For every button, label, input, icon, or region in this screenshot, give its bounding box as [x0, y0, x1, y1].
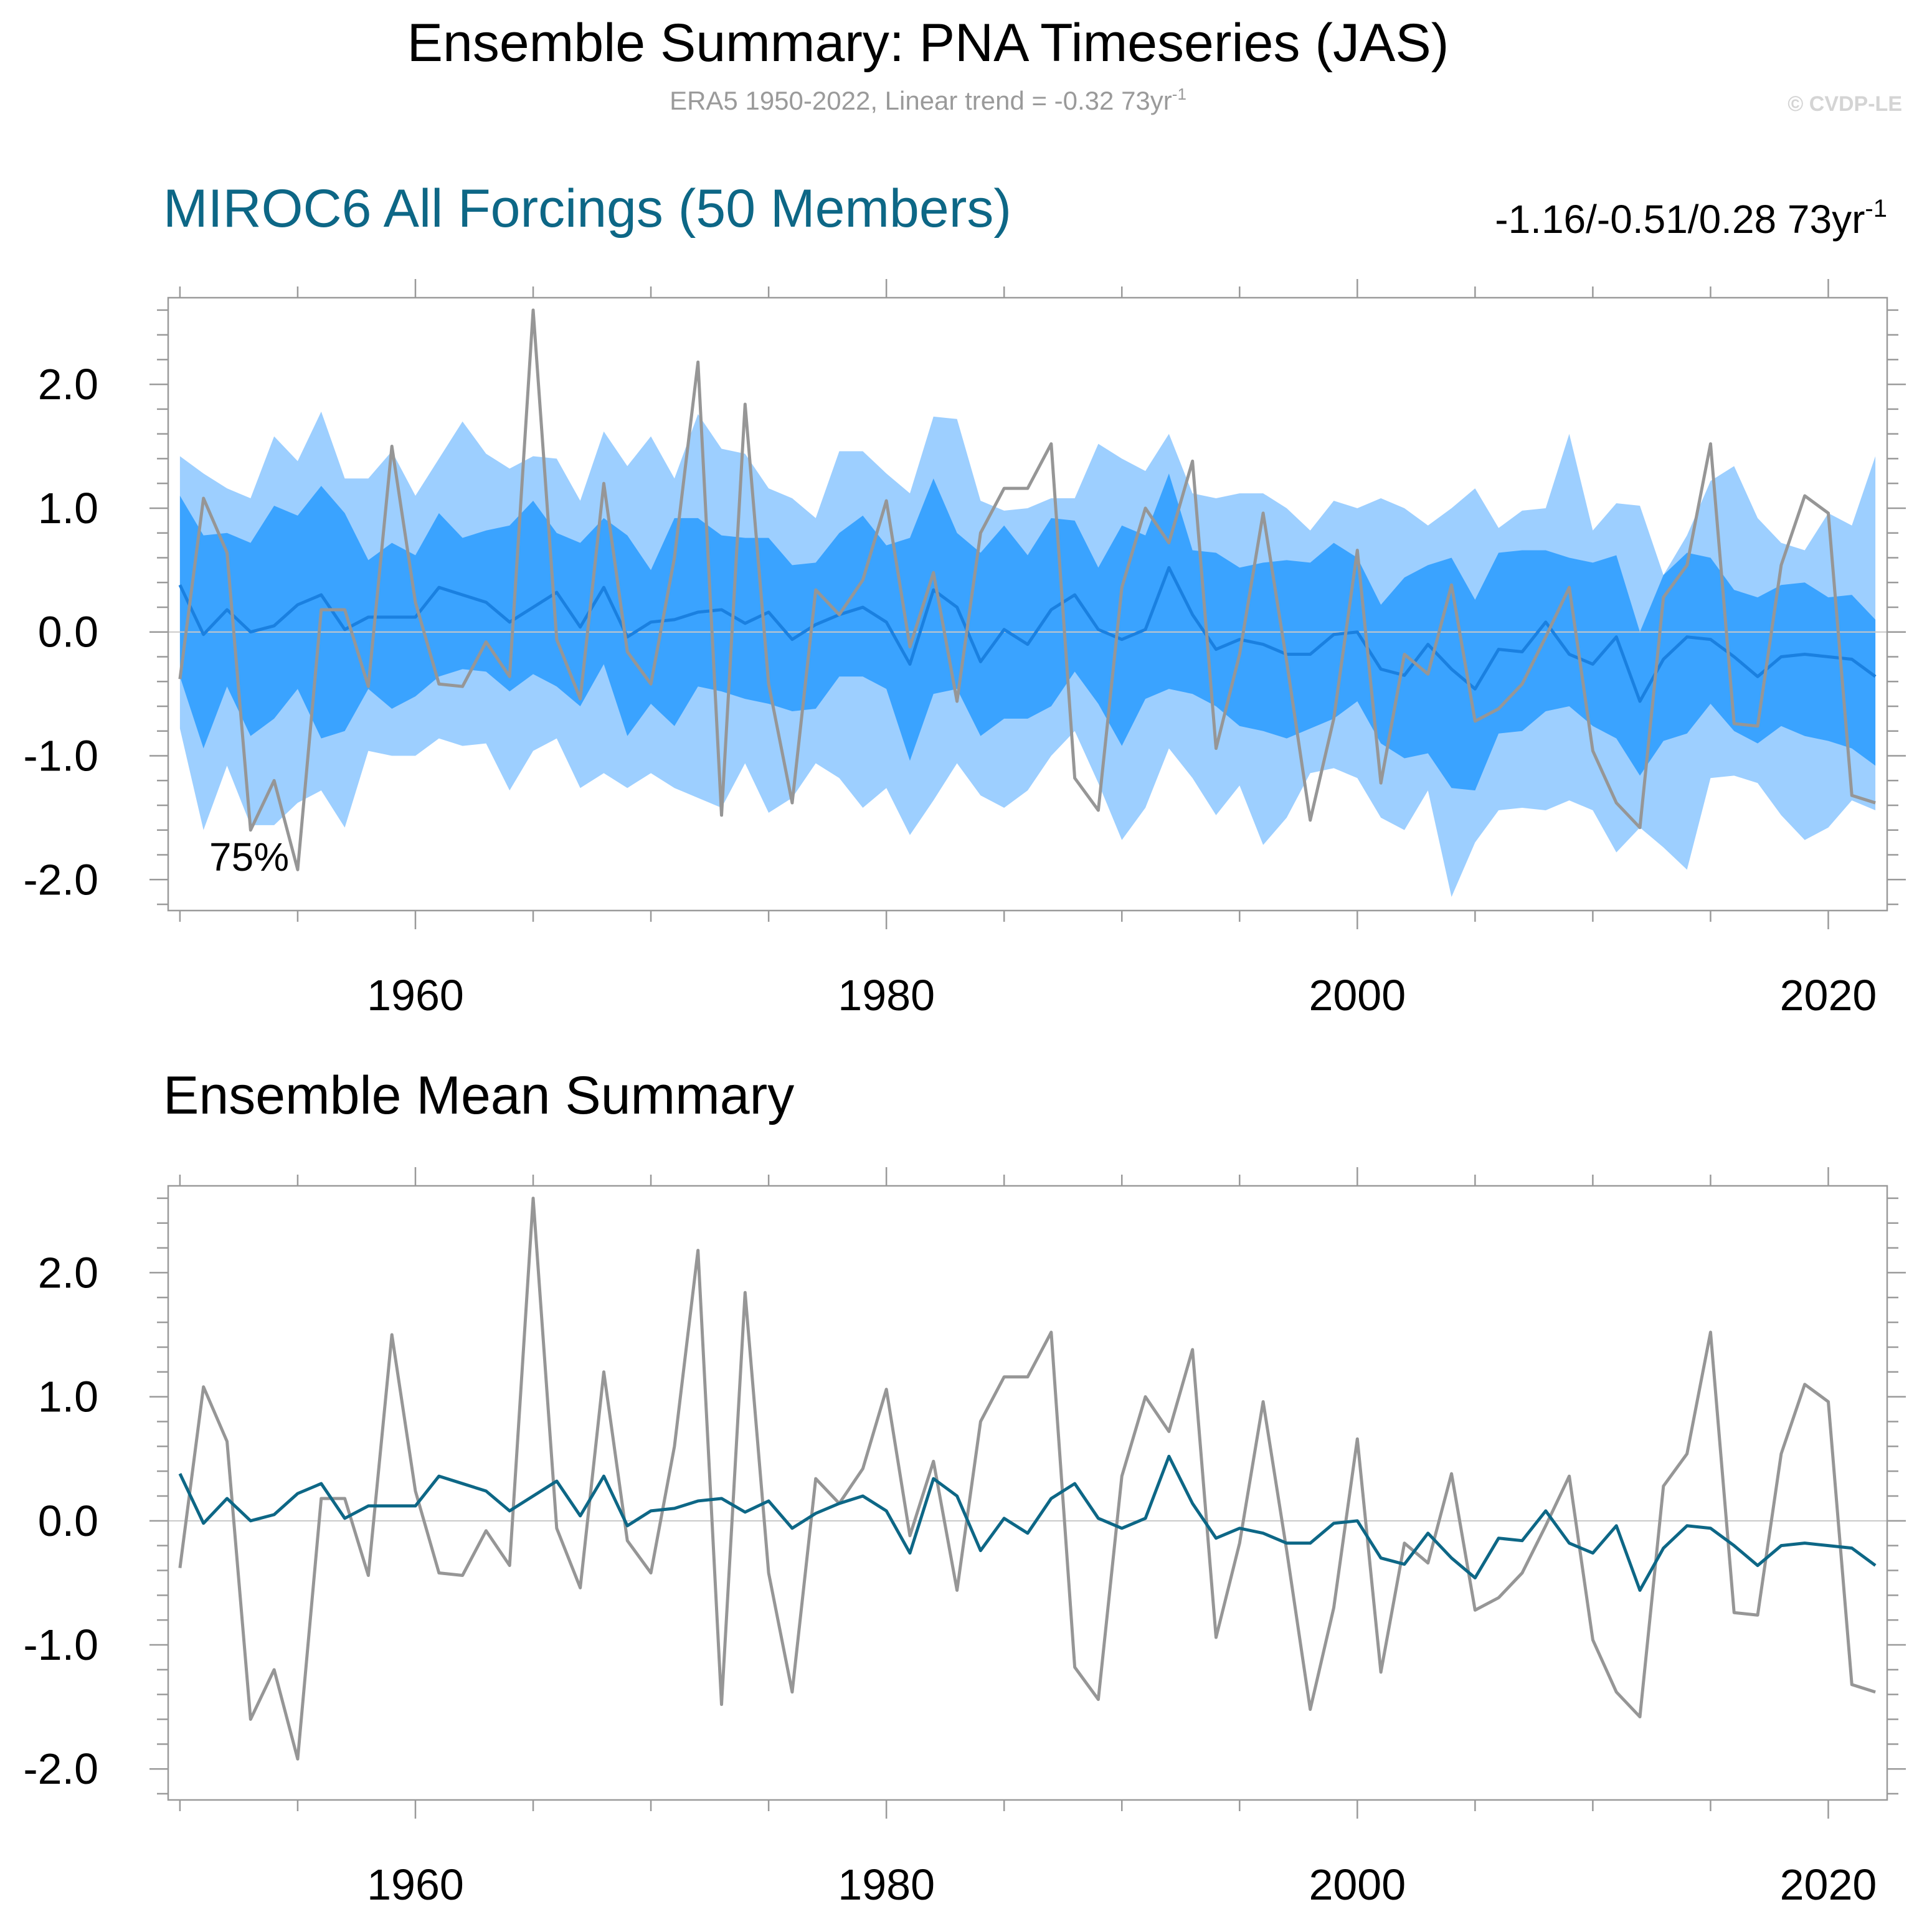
series-era5-line [178, 1196, 1876, 1761]
x-tick-label: 2000 [1309, 1860, 1406, 1909]
y-tick-label: 2.0 [38, 1248, 98, 1297]
y-tick-label: -1.0 [23, 1621, 98, 1669]
series-era5-line [178, 308, 1876, 871]
plot-area-top: 1960 1980 2000 2020 -2.0 -1.0 0.0 1.0 2.0 [23, 279, 1906, 1020]
x-tick-label: 2020 [1780, 971, 1877, 1020]
figure-subtitle-main: ERA5 1950-2022, Linear trend = -0.32 73y… [670, 86, 1172, 115]
panel-bottom-title: Ensemble Mean Summary [163, 1066, 794, 1125]
x-tick-label: 1960 [367, 1860, 464, 1909]
y-tick-label: 2.0 [38, 360, 98, 409]
x-tick-label: 2000 [1309, 971, 1406, 1020]
x-tick-label: 2020 [1780, 1860, 1877, 1909]
y-tick-label: 1.0 [38, 484, 98, 533]
plot-area-bottom: 1960 1980 2000 2020 -2.0 -1.0 0.0 1.0 2.0 [23, 1167, 1906, 1909]
panel-top-trend-sup: -1 [1865, 195, 1887, 222]
panel-top-trend-main: -1.16/-0.51/0.28 73yr [1495, 197, 1865, 242]
panel-top-trend: -1.16/-0.51/0.28 73yr-1 [1495, 195, 1887, 242]
panel-ensemble-summary: MIROC6 All Forcings (50 Members) -1.16/-… [23, 179, 1906, 1020]
figure-subtitle-sup: -1 [1172, 85, 1186, 103]
x-tick-label: 1960 [367, 971, 464, 1020]
y-tick-label: -2.0 [23, 1745, 98, 1793]
y-tick-label: 0.0 [38, 608, 98, 656]
plot-frame [167, 296, 1888, 912]
panel-top-title: MIROC6 All Forcings (50 Members) [163, 179, 1011, 239]
plot-frame [167, 1185, 1888, 1801]
percent-label: 75% [209, 835, 289, 879]
series-ensemble-mean-line [178, 566, 1877, 703]
x-tick-label: 1980 [838, 971, 935, 1020]
y-tick-label: -1.0 [23, 732, 98, 780]
panel-ensemble-mean-summary: Ensemble Mean Summary 1960 1980 2000 2020 -2… [23, 1066, 1906, 1909]
y-tick-label: 0.0 [38, 1497, 98, 1545]
x-tick-label: 1980 [838, 1860, 935, 1909]
figure-subtitle: ERA5 1950-2022, Linear trend = -0.32 73y… [670, 85, 1186, 115]
y-tick-label: -2.0 [23, 855, 98, 904]
y-tick-label: 1.0 [38, 1373, 98, 1421]
watermark: © CVDP-LE [1788, 92, 1902, 116]
series-ensemble-mean-line [178, 1454, 1877, 1592]
figure-title: Ensemble Summary: PNA Timeseries (JAS) [407, 13, 1449, 73]
